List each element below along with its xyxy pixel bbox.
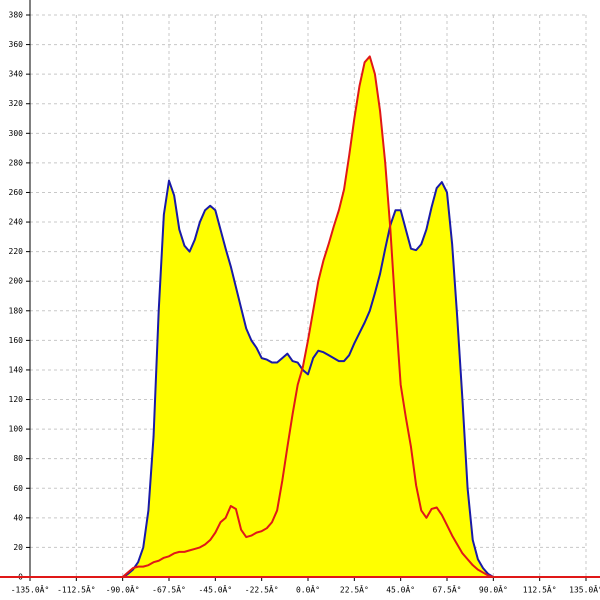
y-tick-label: 100	[9, 425, 24, 434]
x-tick-label: 90.0Â°	[479, 584, 508, 595]
y-tick-label: 120	[9, 395, 24, 404]
x-tick-label: 45.0Â°	[386, 584, 415, 595]
y-tick-label: 40	[13, 513, 23, 522]
x-tick-label: -112.5Â°	[57, 584, 96, 595]
x-tick-label: 67.5Â°	[433, 584, 462, 595]
y-tick-label: 320	[9, 99, 24, 108]
y-tick-label: 140	[9, 365, 24, 374]
x-tick-label: -67.5Â°	[152, 584, 186, 595]
y-tick-label: 160	[9, 336, 24, 345]
x-tick-label: -90.0Â°	[106, 584, 140, 595]
y-tick-label: 20	[13, 543, 23, 552]
x-tick-label: -135.0Â°	[11, 584, 50, 595]
x-tick-label: -45.0Â°	[198, 584, 232, 595]
y-tick-label: 240	[9, 218, 24, 227]
y-tick-label: 60	[13, 484, 23, 493]
lines	[122, 55, 494, 578]
y-tick-label: 360	[9, 40, 24, 49]
area	[122, 56, 494, 578]
line	[122, 179, 494, 578]
y-tick-label: 80	[13, 454, 23, 463]
x-tick-label: 135.0Â°	[569, 584, 600, 595]
x-tick-label: -22.5Â°	[245, 584, 279, 595]
areas	[122, 56, 494, 578]
line	[122, 55, 494, 578]
x-tick-label: 112.5Â°	[523, 584, 557, 595]
x-tick-label: 0.0Â°	[296, 584, 320, 595]
y-tick-label: 300	[9, 129, 24, 138]
y-tick-label: 280	[9, 158, 24, 167]
y-tick-label: 220	[9, 247, 24, 256]
y-tick-label: 200	[9, 277, 24, 286]
y-tick-label: 260	[9, 188, 24, 197]
y-tick-label: 380	[9, 11, 24, 20]
x-tick-label: 22.5Â°	[340, 584, 369, 595]
y-tick-label: 340	[9, 70, 24, 79]
y-tick-label: 180	[9, 306, 24, 315]
